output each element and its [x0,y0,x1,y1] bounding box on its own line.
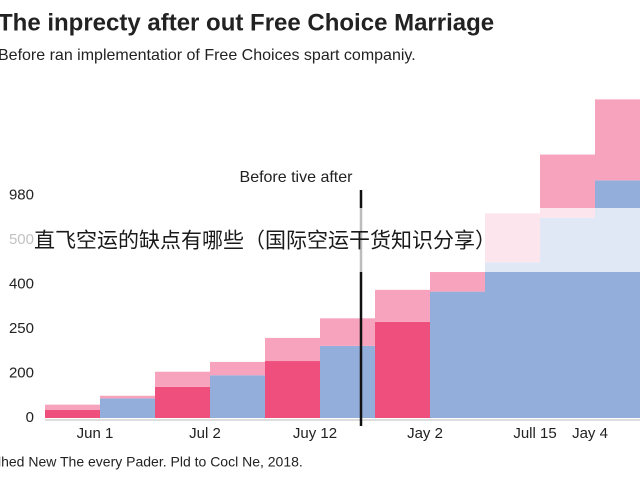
x-tick-label: Jull 15 [513,425,556,442]
bar-segment [595,99,640,181]
chart-title: The inprecty after out Free Choice Marri… [0,9,494,36]
banner-text: 直飞空运的缺点有哪些（国际空运干货知识分享） [34,230,496,253]
bar-segment [265,361,320,418]
bar-segment [100,398,155,418]
bar-segment [155,386,210,418]
source: lhed New The every Pader. Pld to Cocl Ne… [0,454,303,470]
x-tick-label: Juy 12 [293,425,337,442]
y-tick-label: 0 [26,409,34,426]
y-tick-label: 250 [9,320,34,337]
bar-segment [320,318,375,346]
x-tick-label: Jay 4 [572,425,608,442]
bar-segment [45,404,100,410]
bar-segment [320,345,375,418]
bar-segment [210,375,265,418]
annotation: Before tive after [240,169,354,186]
x-tick-label: Jun 1 [77,425,114,442]
chart-subtitle: Before ran implementatior of Free Choice… [0,47,416,64]
bar-segment [485,262,540,418]
y-tick-label: 200 [9,364,34,381]
bar-segment [265,337,320,362]
bar-segment [430,291,485,418]
bar-segment [430,272,485,292]
x-tick-label: Jul 2 [189,425,221,442]
bar-segment [100,395,155,399]
y-tick-label: 400 [9,275,34,292]
bar-segment [210,361,265,376]
y-tick-label: 980 [9,186,34,203]
bar-segment [375,321,430,418]
bar-segment [155,371,210,387]
bar-segment [375,289,430,322]
bar-segment [45,409,100,418]
bar-segment [540,154,595,218]
x-tick-label: Jay 2 [407,425,443,442]
banner-band [0,208,640,272]
